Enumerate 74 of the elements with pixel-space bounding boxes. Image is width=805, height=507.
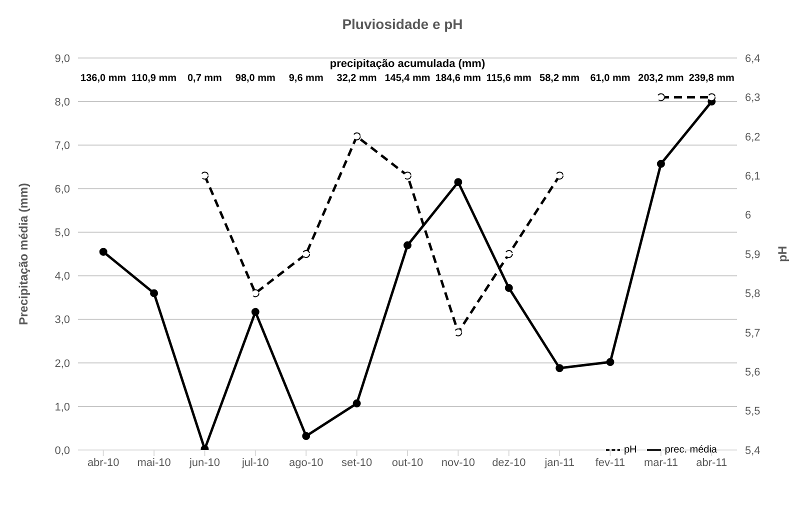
point [656,93,665,102]
x-tick-label: nov-10 [441,456,476,469]
y-tick-label: 1,0 [54,401,70,414]
point [404,172,412,180]
x-tick-label: mar-11 [644,456,678,469]
y-axis-title: Precipitação média (mm) [16,182,30,326]
point [708,93,716,102]
point [606,358,614,366]
x-tick-label: abr-10 [87,456,120,469]
y-tick-label: 0,0 [54,444,70,457]
y-tick-label: 2,0 [54,358,70,370]
y-tick-label: 7,0 [54,140,70,152]
point [556,364,564,372]
annotation: 239,8 mm [688,73,734,84]
point [656,160,665,168]
annotation: precipitação acumulada (mm) [328,58,486,70]
point [99,248,108,256]
point [251,308,260,316]
annotation: 58,2 mm [538,73,581,84]
y2-tick-label: 6,1 [745,170,760,183]
y2-tick-label: 6,3 [745,92,760,104]
point [302,250,310,258]
annotation: 110,9 mm [132,73,177,84]
legend-label: prec. média [664,444,717,456]
annotation: 32,2 mm [336,73,377,84]
annotation: 203,2 mm [638,73,684,84]
y2-axis-title: pH [775,246,790,262]
y2-tick-label: 5,7 [745,327,760,340]
annotation: 184,6 mm [435,73,481,84]
x-tick-label: mai-10 [137,456,171,469]
y2-tick-label: 5,9 [745,248,760,261]
y2-tick-label: 5,6 [745,366,760,379]
annotation: 9,6 mm [288,73,324,84]
point [504,250,513,258]
annotation: 0,7 mm [186,73,223,84]
y-tick-label: 8,0 [54,96,70,108]
y2-tick-label: 5,8 [745,288,760,300]
point [352,399,361,408]
annotation: 98,0 mm [234,73,276,84]
x-tick-label: out-10 [392,456,424,469]
x-tick-label: jan-11 [544,456,574,469]
y2-tick-label: 6,2 [745,131,760,144]
y2-tick-label: 5,4 [745,444,760,457]
point [454,328,462,336]
annotation: 145,4 mm [384,73,430,84]
y2-tick-label: 6 [745,210,752,222]
annotation: 61,0 mm [590,73,630,84]
x-tick-label: ago-10 [288,456,324,469]
point [352,132,361,140]
y2-tick-label: 5,5 [745,406,760,418]
x-tick-label: fev-11 [595,456,626,469]
point [251,289,260,298]
x-tick-label: jun-10 [188,456,220,469]
y-tick-label: 4,0 [54,270,70,283]
chart-title: Pluviosidade e pH [341,16,464,32]
y-tick-label: 6,0 [54,184,70,196]
annotation: 136,0 mm [80,73,128,84]
point [504,284,513,292]
y2-tick-label: 6,4 [745,52,760,65]
x-tick-label: set-10 [342,456,372,469]
point [150,289,158,298]
y-tick-label: 9,0 [54,52,70,65]
point [454,178,462,186]
x-tick-label: dez-10 [492,456,526,469]
x-tick-label: jul-10 [240,456,269,469]
point [404,241,412,250]
point [556,172,564,180]
legend-label: pH [624,444,637,456]
y-tick-label: 3,0 [54,314,70,326]
y-tick-label: 5,0 [54,227,70,240]
point [200,172,209,180]
annotation: 115,6 mm [486,73,532,84]
point [302,432,310,440]
x-tick-label: abr-11 [696,456,728,469]
